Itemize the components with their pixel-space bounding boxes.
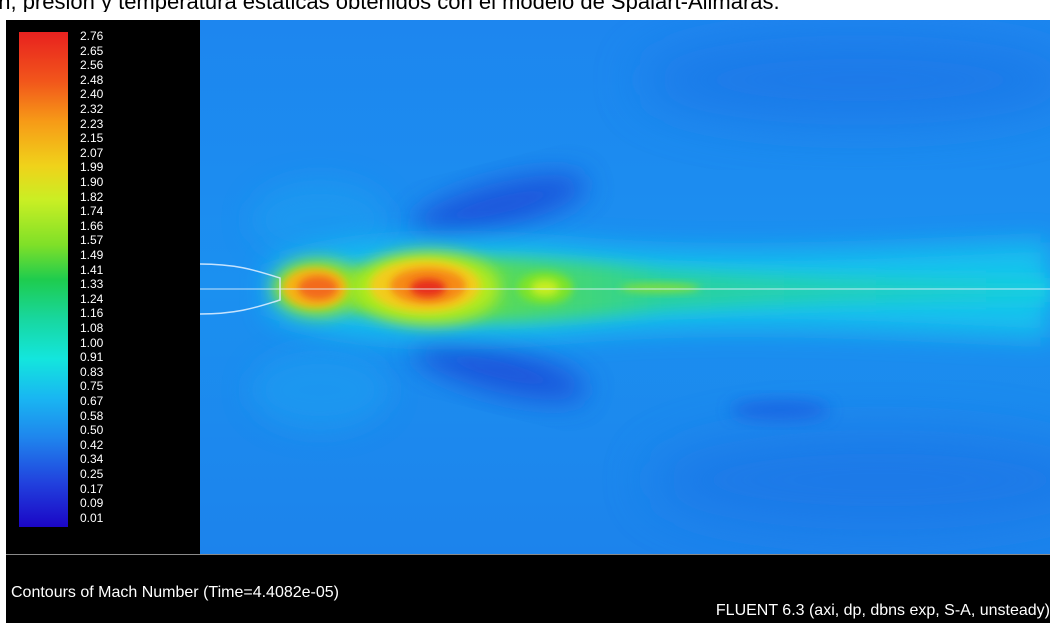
fluent-graphics-window[interactable]: 2.76 2.65 2.56 2.48 2.40 2.32 2.23 2.15 2.07 1.99… [6,20,1050,623]
window-divider [6,554,1050,555]
colorbar-tick-label: 2.65 [80,43,104,58]
colorbar-tick-label: 2.07 [80,145,104,160]
mach-contour-image [200,20,1050,554]
colorbar-tick-label: 2.56 [80,58,104,73]
colorbar-tick-label: 0.25 [80,467,104,481]
colorbar-tick-label: 2.40 [80,87,104,102]
colorbar-tick-label: 0.67 [80,394,104,408]
colorbar-tick-label: 0.50 [80,423,104,438]
colorbar-tick-label: 1.57 [80,233,104,248]
figure-caption: ón, presión y temperatura estáticas obte… [0,0,1050,12]
colorbar-tick-label: 1.33 [80,277,104,292]
colorbar-tick-label: 0.58 [80,408,104,423]
solver-info: FLUENT 6.3 (axi, dp, dbns exp, S-A, unst… [715,602,1050,619]
mach-colorbar [19,32,68,527]
colorbar-tick-label: 2.23 [80,116,104,131]
colorbar-tick-label: 0.83 [80,364,104,379]
colorbar-tick-label: 0.09 [80,496,104,511]
colorbar-tick-label: 0.42 [80,437,104,452]
colorbar-tick-label: 1.24 [80,291,104,306]
colorbar-tick-label: 0.01 [80,510,104,525]
colorbar-tick-label: 2.48 [80,72,104,87]
colorbar-tick-label: 0.17 [80,481,104,496]
colorbar-panel: 2.76 2.65 2.56 2.48 2.40 2.32 2.23 2.15 2.07 1.99… [6,20,200,554]
colorbar-tick-label: 1.74 [80,204,104,219]
colorbar-tick-label: 1.08 [80,321,104,335]
colorbar-tick-label: 1.90 [80,175,104,189]
colorbar-tick-label: 0.75 [80,379,104,394]
colorbar-tick-label: 1.41 [80,262,104,277]
colorbar-tick-label: 0.91 [80,350,104,365]
plot-title: Contours of Mach Number (Time=4.4082e-05… [11,584,339,601]
colorbar-tick-label: 2.32 [80,102,104,116]
colorbar-tick-label: 2.15 [80,131,104,146]
colorbar-tick-label: 1.66 [80,218,104,233]
contour-plot[interactable] [200,20,1050,554]
colorbar-tick-label: 2.76 [80,29,104,43]
colorbar-tick-label: 1.82 [80,189,104,204]
colorbar-tick-label: 1.49 [80,248,104,262]
colorbar-tick-label: 1.99 [80,160,104,175]
colorbar-tick-label: 0.34 [80,452,104,467]
colorbar-tick-label: 1.16 [80,306,104,321]
colorbar-tick-label: 1.00 [80,335,104,350]
